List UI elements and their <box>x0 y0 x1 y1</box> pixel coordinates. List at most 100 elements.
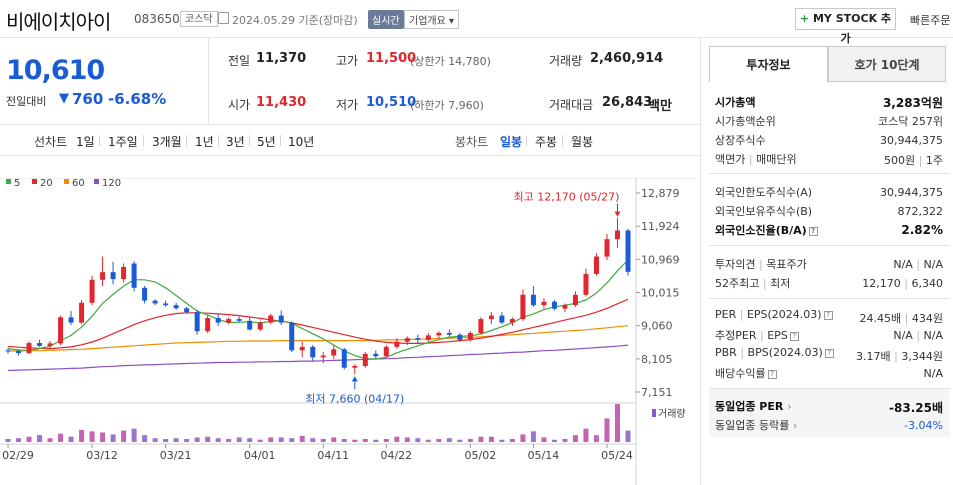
w52-low-value: 6,340 <box>911 277 944 290</box>
opinion-sep: | <box>758 258 763 271</box>
volume-bar <box>530 431 536 442</box>
volume-bar <box>89 431 95 442</box>
candle-body <box>425 335 431 340</box>
candle-body <box>404 338 410 342</box>
candle-body <box>205 318 211 332</box>
target-label: 목표주가 <box>766 258 807 271</box>
chevron-right-icon[interactable]: › <box>787 400 792 413</box>
volume-bar <box>425 439 431 442</box>
volume-bar <box>614 404 620 442</box>
dividend-value: N/A <box>923 367 943 380</box>
tab-quote-10[interactable]: 호가 10단계 <box>828 46 946 82</box>
per-value-sep: | <box>904 312 909 325</box>
volume-bar <box>152 438 158 442</box>
divider <box>280 135 281 146</box>
candle-body <box>142 287 148 301</box>
realtime-badge[interactable]: 실시간 <box>368 10 404 29</box>
industry-per-text: 동일업종 PER <box>715 400 784 413</box>
tab-invest-info[interactable]: 투자정보 <box>709 46 828 82</box>
eps-value: 434원 <box>911 312 943 325</box>
prev-close-label: 전일 <box>228 54 251 68</box>
candle-body <box>173 305 179 309</box>
volume-bar <box>583 428 589 442</box>
per-eps-value: 24.45배 | 434원 <box>830 310 943 326</box>
volume-bar <box>184 438 190 442</box>
period-3m[interactable]: 3개월 <box>152 135 182 149</box>
est-per-value: N/A | N/A <box>830 329 943 342</box>
help-icon[interactable]: ? <box>789 331 799 341</box>
volume-bar <box>163 438 169 442</box>
period-5y[interactable]: 5년 <box>257 135 276 149</box>
volume-bar <box>436 438 442 442</box>
candle-body <box>37 343 43 346</box>
help-icon[interactable]: ? <box>808 226 818 236</box>
candle-body <box>394 341 400 347</box>
volume-bar <box>467 438 473 442</box>
divider <box>709 173 950 174</box>
chevron-right-icon[interactable]: › <box>792 419 798 432</box>
y-tick-label: 7,151 <box>641 386 673 399</box>
candle-body <box>467 332 473 340</box>
price-chart[interactable]: 12,879 11,924 10,969 10,015 9,060 8,105 7,151 0… <box>0 178 700 485</box>
opinion-target-label: 투자의견 | 목표주가 <box>715 256 807 272</box>
mystock-add-button[interactable]: + MY STOCK 추가 <box>795 8 896 45</box>
volume-bar <box>16 438 22 442</box>
down-triangle-icon: ▼ <box>59 91 69 106</box>
divider <box>709 388 950 389</box>
volume-bar <box>194 437 200 442</box>
opinion-value: N/A <box>893 258 913 271</box>
volume-label: 거래량 <box>549 54 583 68</box>
target-value: N/A <box>923 258 943 271</box>
divider <box>709 245 950 246</box>
volume-bar <box>404 437 410 442</box>
volume-bar <box>37 435 43 442</box>
company-name: 비에이치아이 <box>6 10 111 34</box>
legend-swatch <box>32 179 37 184</box>
upper-limit: (상한가 14,780) <box>410 55 491 68</box>
volume-legend-label: 거래량 <box>658 408 686 420</box>
volume-legend-swatch <box>652 409 656 417</box>
opinion-value-sep: | <box>916 258 921 271</box>
legend-swatch <box>6 179 11 184</box>
divider <box>700 38 701 485</box>
quick-order-link[interactable]: 빠른주문 <box>910 14 951 27</box>
mcap-label: 시가총액 <box>715 96 756 109</box>
volume-bar <box>58 433 64 442</box>
candle-body <box>215 318 221 323</box>
volume-bar <box>173 438 179 442</box>
est-per-val: N/A <box>893 329 913 342</box>
period-weekly[interactable]: 주봉 <box>535 135 558 149</box>
period-1d[interactable]: 1일 <box>76 135 95 149</box>
x-tick-label: 05/02 <box>465 449 497 462</box>
help-icon[interactable]: ? <box>823 310 833 320</box>
industry-per-value: -83.25배 <box>889 401 943 415</box>
opinion-target-value: N/A | N/A <box>830 258 943 271</box>
period-3y[interactable]: 3년 <box>226 135 245 149</box>
candle-body <box>152 300 158 304</box>
y-tick-label: 8,105 <box>641 353 673 366</box>
x-tick-label: 04/11 <box>317 449 349 462</box>
bps-value: 3,344원 <box>901 350 943 363</box>
est-value-sep: | <box>916 329 921 342</box>
ma120-line <box>7 344 629 372</box>
divider <box>143 135 144 146</box>
eps-label: EPS(2024.03) <box>746 308 822 321</box>
period-1y[interactable]: 1년 <box>195 135 214 149</box>
period-1w[interactable]: 1주일 <box>108 135 138 149</box>
stock-header: 비에이치아이 083650 코스닥 2024.05.29 기준(장마감) 실시간… <box>0 0 953 45</box>
candle-body <box>289 322 295 351</box>
candle-body <box>415 338 421 340</box>
foreign-limit-value: 30,944,375 <box>880 186 943 199</box>
candle-body <box>131 263 137 288</box>
unit-value: 1주 <box>925 154 943 167</box>
period-daily[interactable]: 일봉 <box>500 135 523 149</box>
volume-bar <box>478 436 484 442</box>
legend-swatch <box>94 179 99 184</box>
period-10y[interactable]: 10년 <box>288 135 315 149</box>
period-monthly[interactable]: 월봉 <box>571 135 594 149</box>
help-icon[interactable]: ? <box>767 369 777 379</box>
company-info-dropdown[interactable]: 기업개요 ▾ <box>404 10 459 29</box>
candle-body <box>520 294 526 320</box>
candle-chart-label: 봉차트 <box>455 135 489 149</box>
help-icon[interactable]: ? <box>824 348 834 358</box>
